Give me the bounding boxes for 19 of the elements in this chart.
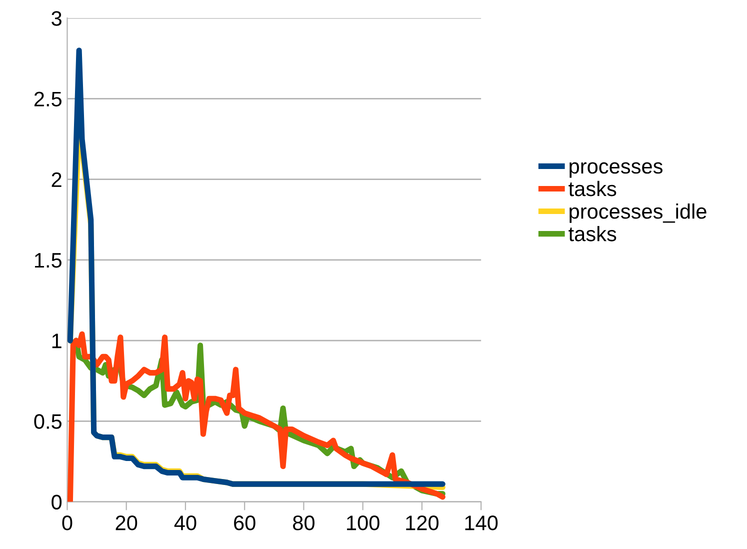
y-tick-label: 1.5: [35, 253, 62, 268]
y-tick-label: 1: [52, 334, 62, 348]
x-tick-label: 80: [293, 516, 314, 530]
y-tick-label: 3: [52, 11, 62, 26]
legend-label: processes_idle: [570, 203, 706, 223]
x-tick-label: 40: [174, 516, 196, 530]
legend-label: tasks: [568, 180, 616, 196]
legend-label: processes: [570, 162, 662, 178]
x-tick-label: 60: [234, 516, 256, 530]
y-tick-label: 2.5: [34, 92, 62, 106]
legend-label: tasks: [568, 226, 616, 242]
x-tick-label: 140: [465, 516, 498, 530]
x-tick-label: 100: [347, 516, 380, 530]
x-tick-label: 120: [406, 516, 439, 530]
y-tick-label: 0: [52, 494, 62, 510]
x-tick-label: 20: [116, 516, 138, 530]
y-tick-label: 2: [52, 172, 62, 187]
x-tick-label: 0: [62, 516, 72, 530]
y-tick-label: 0.5: [34, 414, 62, 429]
